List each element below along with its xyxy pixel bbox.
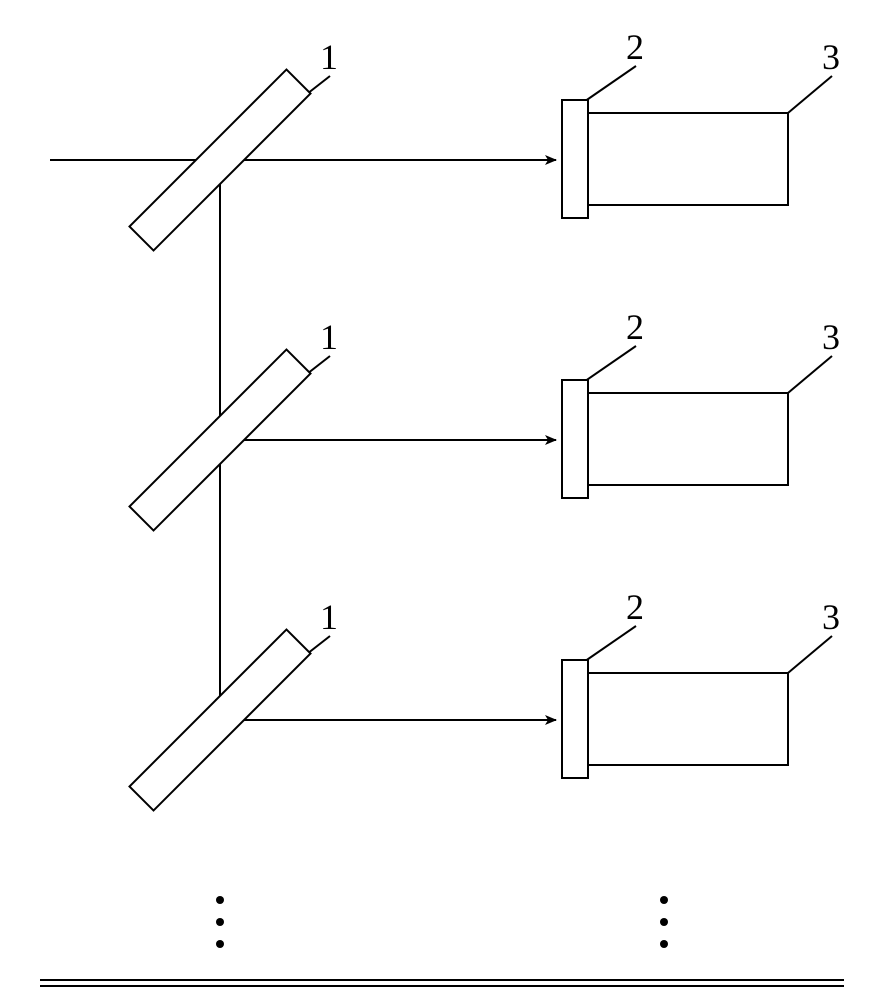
plate-label-0: 2 — [626, 26, 644, 68]
body-label-1: 3 — [822, 316, 840, 358]
plate-label-2: 2 — [626, 586, 644, 628]
optical-diagram — [0, 0, 884, 1000]
mirror-label-0: 1 — [320, 36, 338, 78]
mirror-label-1: 1 — [320, 316, 338, 358]
mirror-label-2: 1 — [320, 596, 338, 638]
body-label-2: 3 — [822, 596, 840, 638]
body-label-0: 3 — [822, 36, 840, 78]
plate-label-1: 2 — [626, 306, 644, 348]
